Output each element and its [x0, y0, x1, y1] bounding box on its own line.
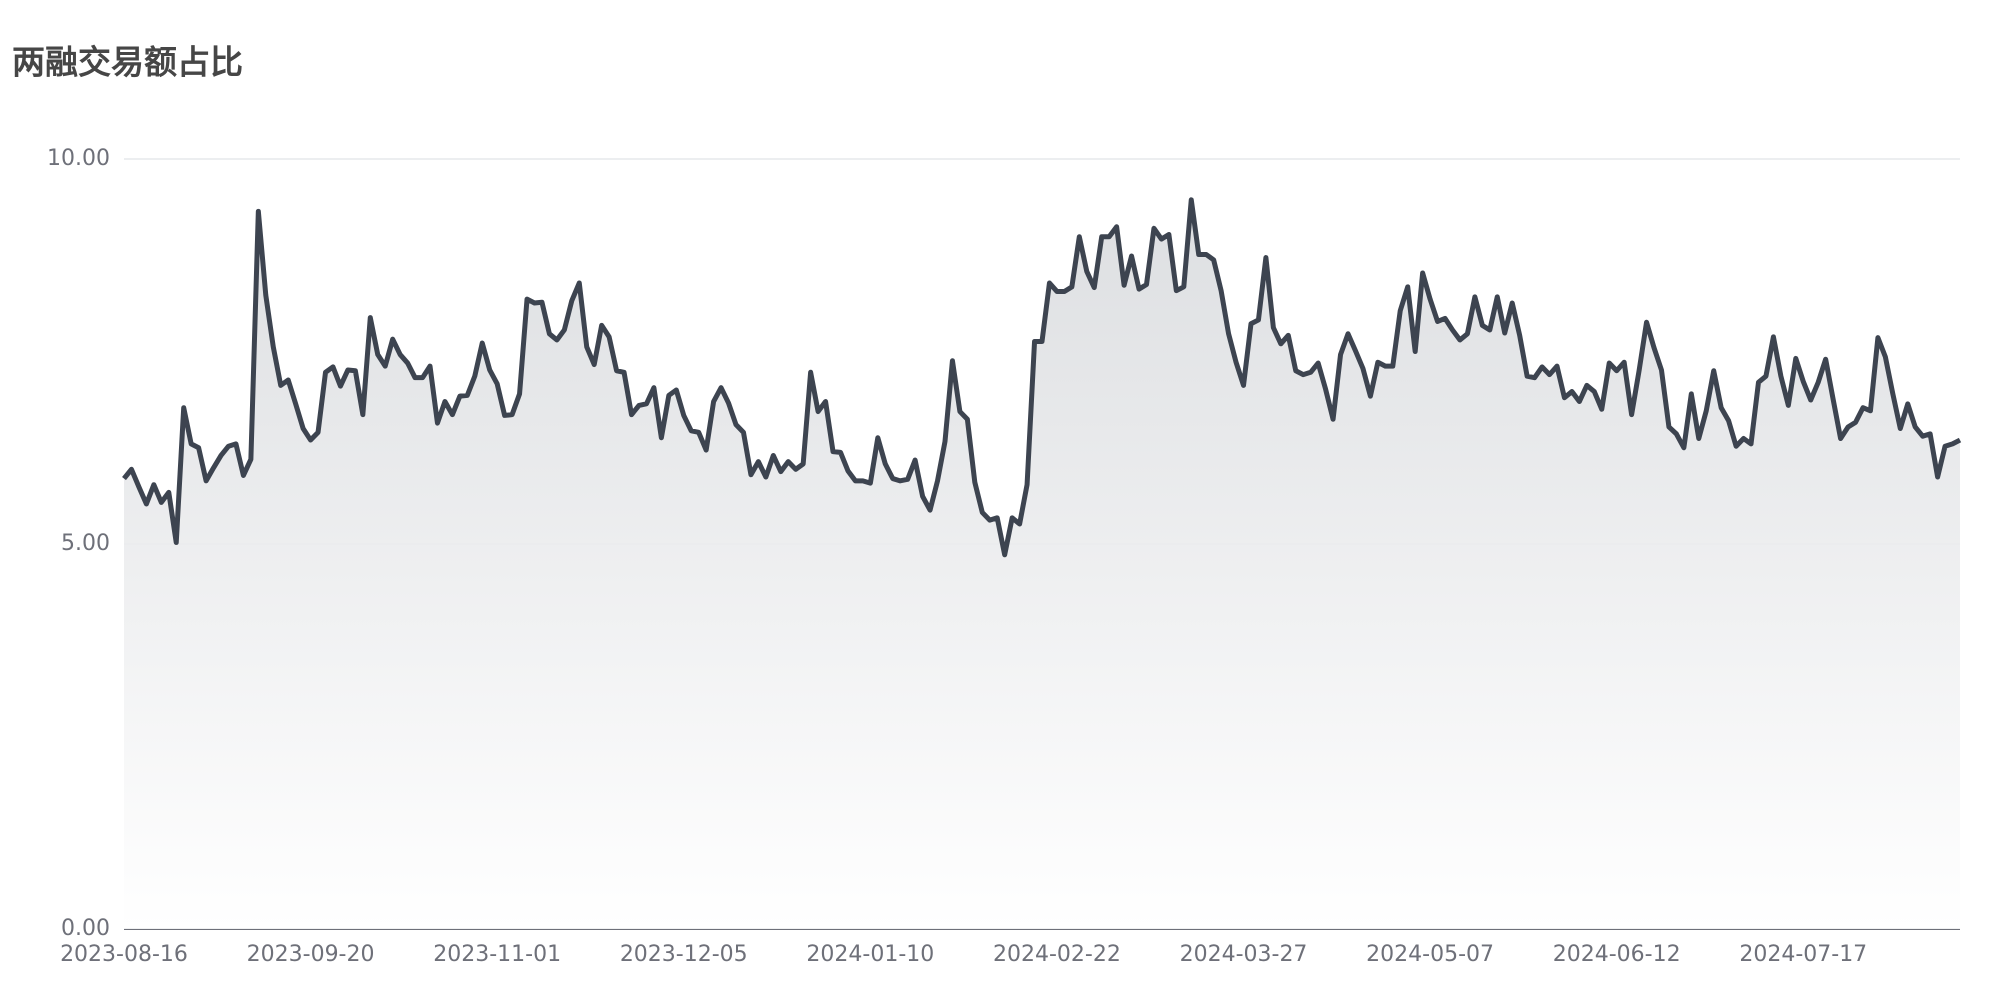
x-tick-label: 2023-09-20 — [247, 942, 375, 967]
area — [124, 199, 1960, 929]
x-tick-label: 2024-05-07 — [1366, 942, 1494, 967]
x-tick-label: 2023-12-05 — [620, 942, 748, 967]
line — [122, 197, 1962, 558]
x-tick-label: 2024-01-10 — [806, 942, 934, 967]
chart-title: 两融交易额占比 — [12, 43, 243, 82]
x-tick-label: 2024-06-12 — [1553, 942, 1681, 967]
x-tick-label: 2024-02-22 — [993, 942, 1121, 967]
y-tick-label: 10.00 — [47, 146, 110, 171]
y-tick-label: 0.00 — [61, 916, 110, 941]
x-tick-label: 2024-07-17 — [1739, 942, 1867, 967]
x-tick-label: 2023-08-16 — [60, 942, 188, 967]
x-tick-label: 2023-11-01 — [433, 942, 561, 967]
y-tick-label: 5.00 — [61, 531, 110, 556]
x-tick-label: 2024-03-27 — [1180, 942, 1308, 967]
